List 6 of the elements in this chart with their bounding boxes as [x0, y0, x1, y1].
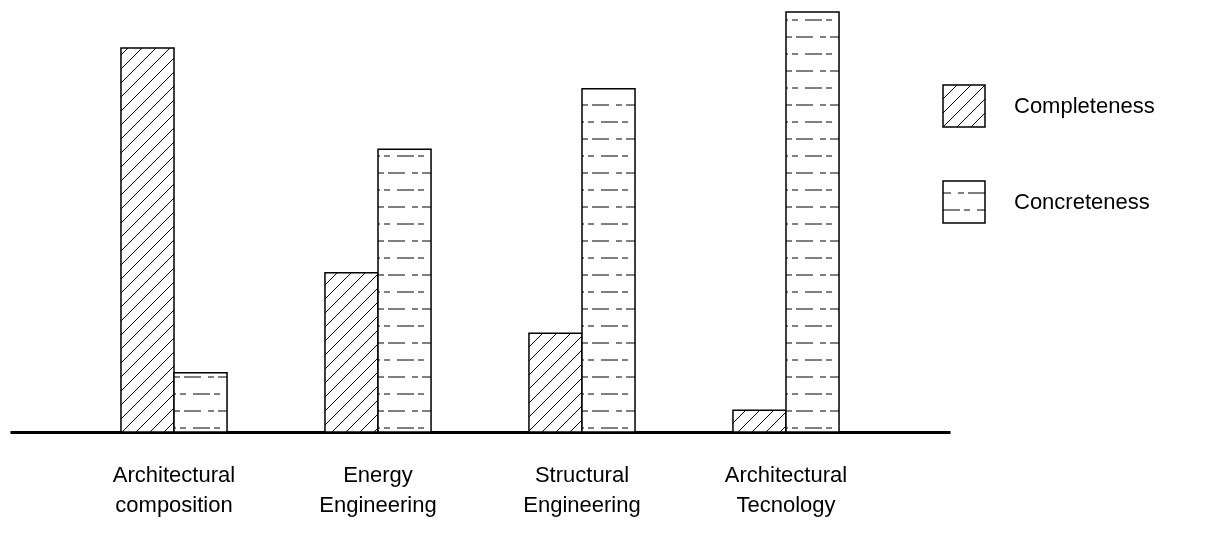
legend-label: Concreteness [1014, 189, 1150, 214]
x-tick-label: Energy Engineering [319, 461, 437, 517]
legend-label: Completeness [1014, 93, 1155, 118]
x-tick-label: Architectural Tecnology [724, 461, 848, 517]
x-tick-label: Architectural composition [112, 461, 236, 517]
x-tick-label: Structural Engineering [523, 461, 641, 517]
